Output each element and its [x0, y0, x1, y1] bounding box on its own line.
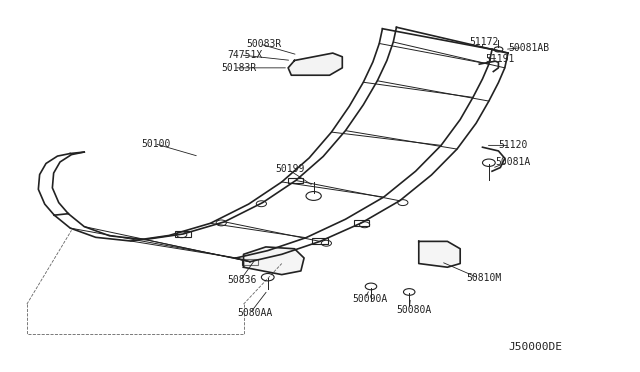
Polygon shape: [288, 53, 342, 75]
Text: 50083R: 50083R: [246, 39, 282, 49]
Text: 50836: 50836: [228, 275, 257, 285]
Text: 5080AA: 5080AA: [237, 308, 273, 318]
Text: 51191: 51191: [486, 54, 515, 64]
Text: 50100: 50100: [141, 138, 171, 148]
Text: 50810M: 50810M: [467, 273, 502, 283]
Text: J50000DE: J50000DE: [508, 342, 562, 352]
Bar: [243, 259, 257, 264]
Text: 74751X: 74751X: [228, 50, 263, 60]
Text: 50183R: 50183R: [221, 63, 257, 73]
Bar: [312, 238, 328, 244]
Text: 50081A: 50081A: [495, 157, 531, 167]
Bar: [354, 220, 369, 226]
Text: 50081AB: 50081AB: [508, 42, 549, 52]
Bar: [288, 177, 303, 183]
Text: 50090A: 50090A: [352, 294, 387, 304]
Text: 50199: 50199: [275, 164, 305, 174]
Text: 51172: 51172: [470, 37, 499, 47]
Text: 50080A: 50080A: [396, 305, 432, 315]
Bar: [175, 231, 191, 237]
Polygon shape: [244, 247, 304, 275]
Polygon shape: [419, 241, 460, 267]
Text: 51120: 51120: [499, 140, 528, 150]
